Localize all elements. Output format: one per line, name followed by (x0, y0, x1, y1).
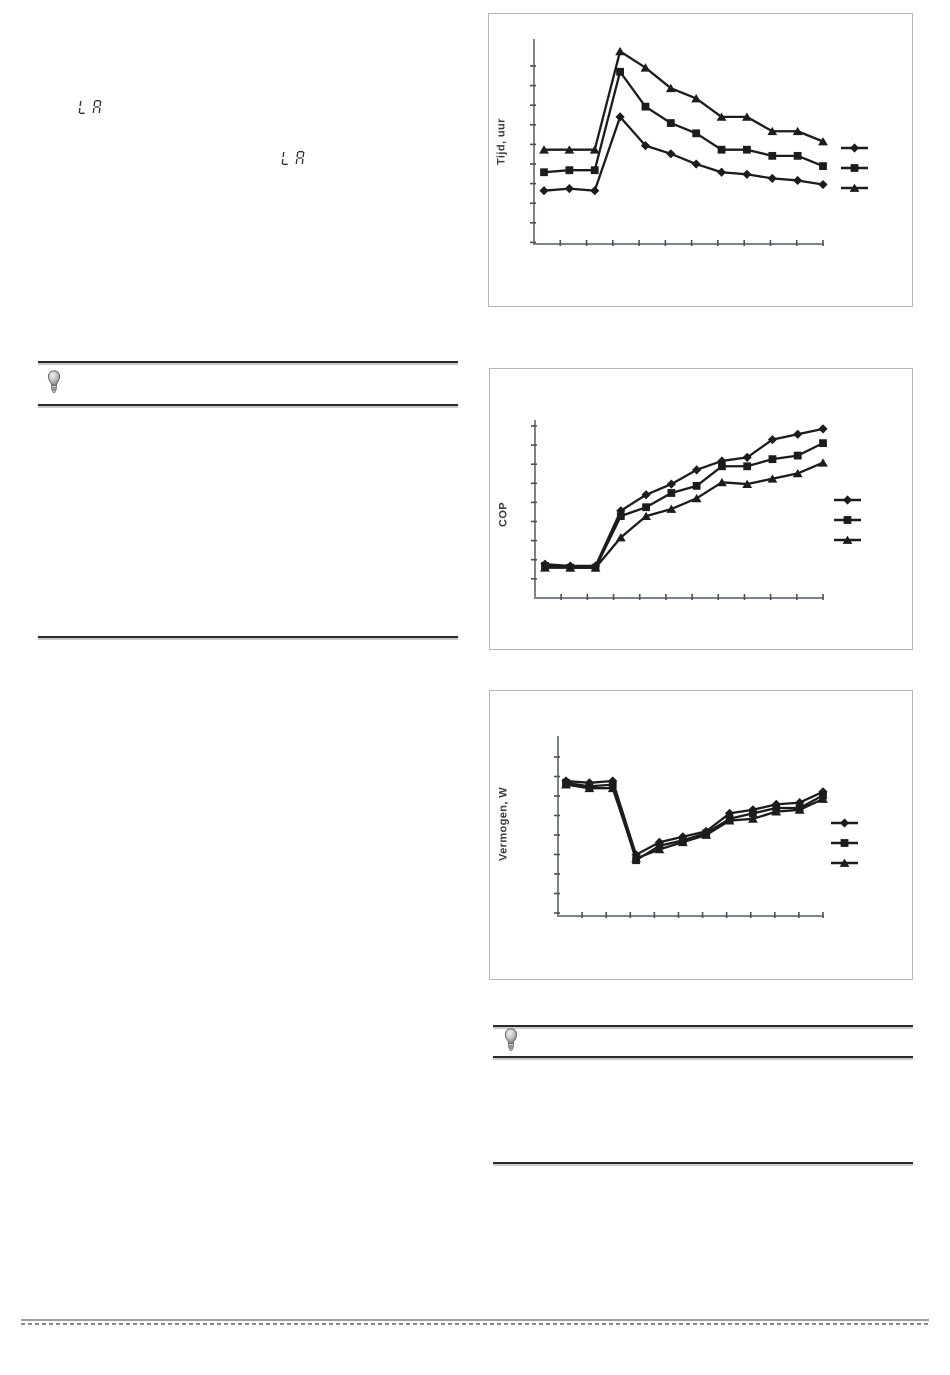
legend-entry-triangle (841, 183, 868, 192)
legend-entry-square (841, 164, 868, 172)
lightbulb-icon (504, 1028, 518, 1054)
legend-entry-square (834, 516, 861, 524)
note-rule (493, 1025, 913, 1027)
note-rule (493, 1162, 913, 1164)
note-rule (38, 636, 458, 638)
lcd-display-2 (281, 151, 305, 165)
lightbulb-icon (47, 370, 61, 396)
page-break-dashed-line (21, 1323, 929, 1325)
note-rule (38, 361, 458, 363)
lcd-glyph (78, 100, 85, 114)
lcd-glyph (295, 151, 305, 165)
lcd-glyph (281, 151, 288, 165)
note-rule (38, 404, 458, 406)
note-rule (493, 1056, 913, 1058)
lcd-display-1 (78, 100, 102, 114)
chart-panel-cop: COP (489, 368, 913, 650)
chart-panel-vermogen: Vermogen, W (489, 690, 913, 980)
legend-entry-diamond (831, 818, 858, 828)
line-chart-vermogen (554, 736, 858, 918)
line-chart-tijd (530, 39, 868, 246)
lcd-glyph (92, 100, 102, 114)
chart-panel-tijd: Tijd, uur (488, 13, 913, 307)
legend-entry-diamond (834, 495, 861, 505)
legend-entry-diamond (841, 143, 868, 153)
page-break-line (21, 1319, 929, 1321)
legend-entry-triangle (831, 858, 858, 867)
legend-entry-triangle (834, 535, 861, 544)
line-chart-cop (531, 420, 861, 600)
legend-entry-square (831, 839, 858, 847)
